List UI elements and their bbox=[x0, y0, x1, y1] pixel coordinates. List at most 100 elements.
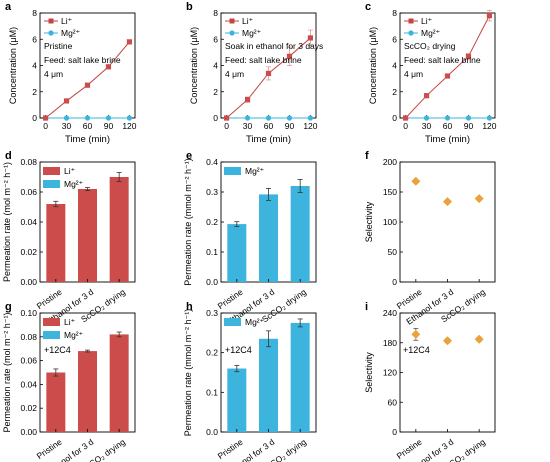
legend-marker bbox=[229, 30, 235, 36]
data-point bbox=[443, 336, 452, 346]
data-point-li bbox=[307, 35, 314, 41]
legend-label: Mg²⁺ bbox=[421, 28, 440, 38]
plot-frame bbox=[39, 12, 136, 119]
bar bbox=[78, 189, 97, 282]
panel-letter: f bbox=[365, 150, 369, 162]
data-point-mg bbox=[105, 115, 112, 121]
y-axis-label: Selectivity bbox=[364, 201, 374, 242]
data-point-li bbox=[444, 73, 451, 79]
y-tick-label: 0.4 bbox=[206, 157, 218, 167]
plot-frame bbox=[399, 12, 496, 119]
bar bbox=[259, 194, 278, 282]
data-point bbox=[411, 176, 421, 186]
y-tick-label: 0.1 bbox=[206, 247, 218, 257]
y-tick-label: 0.1 bbox=[206, 387, 218, 397]
y-tick-label: 120 bbox=[383, 368, 397, 378]
y-axis-label: Permeation rate (mmol m⁻² h⁻¹) bbox=[183, 309, 193, 437]
legend-swatch bbox=[224, 167, 241, 175]
chart-panel-h: 0.0 0.1 0.2 0.3 Permeation rate (mmol m⁻² h⁻… bbox=[183, 301, 317, 462]
y-tick-label: 2 bbox=[32, 87, 37, 97]
legend-label: Mg²⁺ bbox=[64, 179, 83, 189]
y-tick-label: 60 bbox=[388, 397, 398, 407]
data-point-mg bbox=[244, 115, 251, 121]
data-point-li bbox=[244, 97, 251, 103]
y-tick-label: 180 bbox=[383, 338, 397, 348]
data-point bbox=[443, 197, 452, 207]
bar bbox=[227, 224, 247, 282]
y-axis-label: Selectivity bbox=[364, 352, 374, 393]
annotation: +12C4 bbox=[225, 345, 252, 355]
panel-letter: h bbox=[186, 301, 193, 313]
y-tick-label: 0.00 bbox=[20, 277, 37, 287]
data-point-mg bbox=[486, 115, 493, 121]
bar bbox=[78, 351, 97, 432]
chart-panel-f: 050100150200SelectivityfPristineEthanol … bbox=[364, 150, 496, 327]
y-tick-label: 8 bbox=[392, 8, 397, 18]
series-line-li bbox=[45, 41, 130, 119]
legend-label: Li⁺ bbox=[242, 16, 253, 26]
bar bbox=[46, 372, 66, 432]
y-tick-label: 0 bbox=[392, 427, 397, 437]
annotation: Feed: salt lake brine bbox=[44, 55, 121, 65]
y-tick-label: 0.2 bbox=[206, 348, 218, 358]
y-tick-label: 0.02 bbox=[20, 247, 37, 257]
legend-marker bbox=[408, 18, 414, 24]
chart-panel-i: 060120180240SelectivityiPristineEthanol … bbox=[364, 301, 496, 462]
data-point-mg bbox=[307, 115, 314, 121]
x-tick-label: 60 bbox=[83, 121, 93, 131]
bar bbox=[259, 338, 278, 432]
x-tick-label: 120 bbox=[482, 121, 496, 131]
x-tick-label: 90 bbox=[104, 121, 114, 131]
bar bbox=[290, 186, 310, 282]
bar bbox=[227, 368, 247, 432]
data-point-li bbox=[42, 115, 49, 121]
data-point-li bbox=[84, 82, 91, 88]
bar bbox=[290, 322, 310, 432]
legend-swatch bbox=[43, 331, 60, 339]
y-axis-label: Concentration (μM) bbox=[189, 27, 199, 104]
chart-panel-a: 0 2 4 6 8 Concentration (μM) a 0 30 60 90 120 Time (… bbox=[5, 1, 137, 145]
legend-label: Mg²⁺ bbox=[245, 317, 264, 327]
x-tick-label: 60 bbox=[443, 121, 453, 131]
x-tick-label: 0 bbox=[224, 121, 229, 131]
legend-label: Li⁺ bbox=[61, 16, 72, 26]
legend-label: Mg²⁺ bbox=[242, 28, 261, 38]
y-tick-label: 8 bbox=[32, 8, 37, 18]
y-tick-label: 50 bbox=[388, 247, 398, 257]
annotation: ScCO₂ drying bbox=[404, 41, 456, 51]
legend-label: Mg²⁺ bbox=[64, 330, 83, 340]
y-tick-label: 2 bbox=[213, 87, 218, 97]
y-tick-label: 200 bbox=[383, 157, 397, 167]
x-tick-label: 30 bbox=[243, 121, 253, 131]
x-tick-label: 30 bbox=[422, 121, 432, 131]
y-tick-label: 240 bbox=[383, 308, 397, 318]
legend-swatch bbox=[43, 180, 60, 188]
y-tick-label: 8 bbox=[213, 8, 218, 18]
legend-marker bbox=[229, 18, 235, 24]
plot-frame bbox=[220, 12, 317, 119]
x-tick-label: 90 bbox=[464, 121, 474, 131]
legend-label: Li⁺ bbox=[421, 16, 432, 26]
y-tick-label: 0 bbox=[32, 113, 37, 123]
chart-panel-e: 0.0 0.1 0.2 0.3 0.4 Permeation rate (mmol m⁻²… bbox=[183, 150, 317, 327]
panel-letter: e bbox=[186, 150, 192, 162]
legend-label: Mg²⁺ bbox=[245, 166, 264, 176]
y-tick-label: 0.00 bbox=[20, 427, 37, 437]
annotation: +12C4 bbox=[44, 345, 71, 355]
annotation: 4 μm bbox=[225, 69, 244, 79]
panel-letter: g bbox=[5, 301, 12, 313]
annotation: Feed: salt lake brine bbox=[404, 55, 481, 65]
legend-label: Mg²⁺ bbox=[61, 28, 80, 38]
x-tick-label: 120 bbox=[303, 121, 317, 131]
y-tick-label: 100 bbox=[383, 217, 397, 227]
plot-frame bbox=[399, 312, 496, 433]
y-tick-label: 6 bbox=[392, 34, 397, 44]
y-tick-label: 4 bbox=[32, 61, 37, 71]
legend-swatch bbox=[43, 167, 60, 175]
data-point-mg bbox=[63, 115, 70, 121]
y-tick-label: 0 bbox=[392, 113, 397, 123]
x-tick-label: 120 bbox=[122, 121, 136, 131]
data-point-li bbox=[486, 13, 493, 19]
y-tick-label: 0.2 bbox=[206, 217, 218, 227]
